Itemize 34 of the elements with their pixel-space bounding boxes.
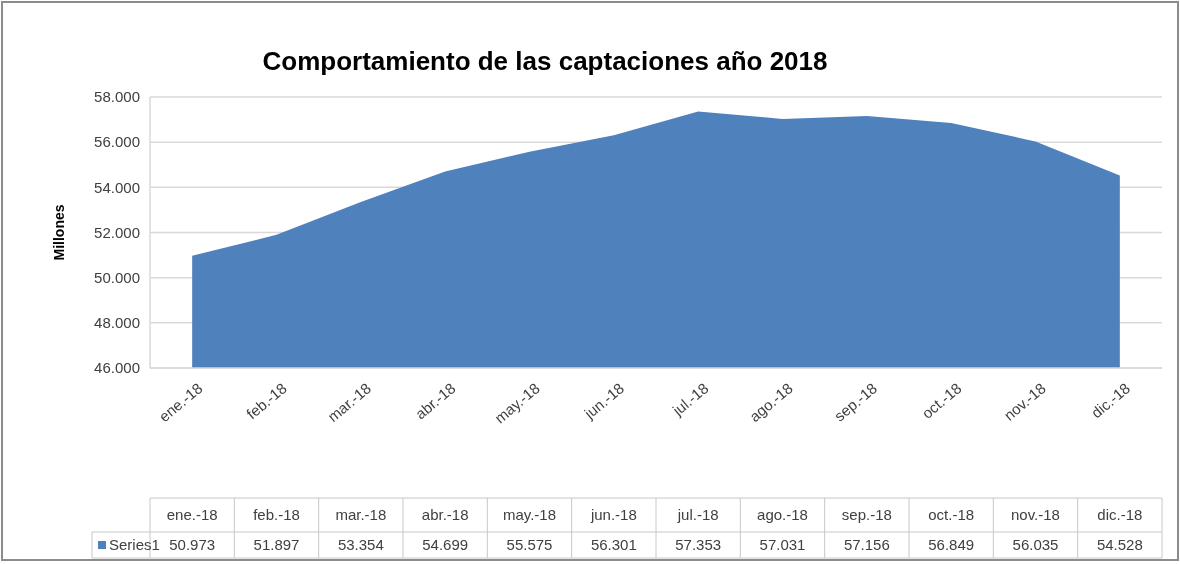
y-tick-label: 54.000	[94, 178, 140, 196]
data-label: 55.575	[506, 536, 553, 554]
category-label: feb.-18	[253, 506, 300, 524]
category-label: abr.-18	[421, 506, 469, 524]
category-label: ago.-18	[757, 506, 808, 524]
category-label: may.-18	[502, 506, 557, 524]
y-tick-label: 48.000	[94, 314, 140, 332]
data-label: 50.973	[169, 536, 216, 554]
category-label: oct.-18	[928, 506, 975, 524]
data-label: 54.699	[422, 536, 469, 554]
data-label: 56.849	[928, 536, 975, 554]
data-label: 56.035	[1012, 536, 1059, 554]
category-label: mar.-18	[335, 506, 387, 524]
y-tick-label: 50.000	[94, 268, 140, 286]
data-label: 56.301	[590, 536, 637, 554]
legend-label: Series1	[109, 536, 160, 554]
data-label: 54.528	[1096, 536, 1143, 554]
data-label: 57.156	[843, 536, 890, 554]
category-label: nov.-18	[1011, 506, 1060, 524]
data-label: 57.031	[759, 536, 806, 554]
chart-title: Comportamiento de las captaciones año 2018	[262, 46, 828, 76]
y-tick-label: 46.000	[94, 359, 140, 377]
data-label: 57.353	[675, 536, 722, 554]
category-label: jun.-18	[590, 506, 637, 524]
category-label: dic.-18	[1097, 506, 1143, 524]
category-label: sep.-18	[841, 506, 892, 524]
category-label: ene.-18	[166, 506, 218, 524]
data-label: 53.354	[337, 536, 384, 554]
y-tick-label: 58.000	[94, 88, 140, 106]
data-label: 51.897	[253, 536, 300, 554]
category-label: jul.-18	[677, 506, 719, 524]
y-tick-label: 56.000	[94, 133, 140, 151]
y-axis-title: Millones	[51, 204, 67, 261]
y-tick-label: 52.000	[94, 223, 140, 241]
